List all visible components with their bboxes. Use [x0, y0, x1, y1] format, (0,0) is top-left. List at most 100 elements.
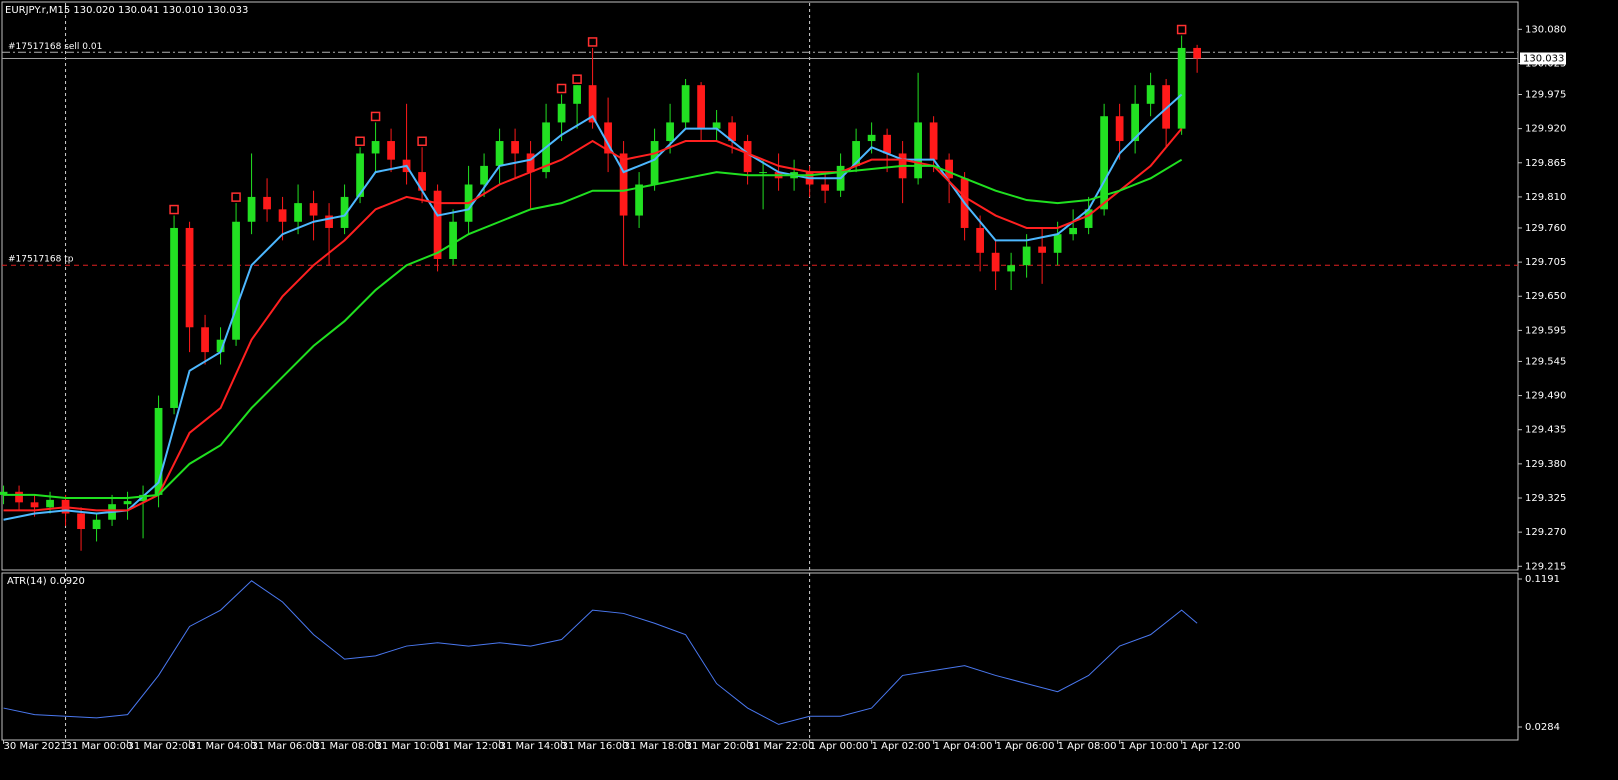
x-tick-label: 1 Apr 04:00	[934, 741, 993, 752]
candle-body	[46, 499, 54, 508]
y-tick-label: 129.975	[1525, 89, 1566, 100]
x-tick-label: 1 Apr 08:00	[1058, 741, 1117, 752]
candle-body	[1162, 85, 1171, 129]
candle-body	[1115, 116, 1124, 142]
candle-body	[635, 184, 643, 216]
x-tick-label: 31 Mar 08:00	[314, 741, 381, 752]
y-tick-label: 129.545	[1525, 356, 1566, 367]
candle-body	[263, 196, 271, 210]
x-tick-label: 31 Mar 00:00	[66, 741, 133, 752]
candle-body	[588, 85, 597, 123]
candle-body	[185, 227, 194, 328]
y-tick-label: 129.435	[1525, 425, 1566, 436]
y-tick-label: 129.705	[1525, 257, 1566, 268]
candle-body	[511, 141, 519, 154]
candle-body	[914, 122, 922, 179]
signal-marker	[572, 74, 582, 84]
order-level-label: #17517168 tp	[8, 255, 74, 265]
x-tick-label: 31 Mar 16:00	[562, 741, 629, 752]
candle-body	[1053, 234, 1062, 253]
signal-marker	[556, 83, 567, 94]
moving-average	[3, 158, 1183, 499]
y-tick-label: 129.650	[1525, 291, 1566, 302]
x-tick-label: 1 Apr 12:00	[1182, 741, 1241, 752]
y-tick-label: 129.490	[1525, 391, 1566, 402]
atr-line	[3, 580, 1198, 725]
candle-body	[743, 141, 752, 173]
main-pane-frame	[1, 1, 1519, 571]
candle-body	[526, 153, 535, 173]
candle-body	[418, 172, 426, 191]
candle-body	[867, 134, 876, 142]
x-tick-label: 31 Mar 22:00	[748, 741, 815, 752]
atr-pane-frame	[1, 572, 1519, 741]
candle-body	[1131, 103, 1139, 142]
candle-body	[0, 491, 8, 495]
signal-marker	[370, 111, 381, 122]
x-tick-label: 1 Apr 00:00	[810, 741, 869, 752]
candle-body	[1022, 246, 1031, 266]
candle-body	[139, 494, 147, 502]
y-tick-label: 0.1191	[1525, 574, 1560, 585]
y-tick-label: 129.865	[1525, 158, 1566, 169]
candle-body	[681, 85, 690, 123]
x-tick-label: 1 Apr 06:00	[996, 741, 1055, 752]
candle-body	[666, 122, 674, 142]
signal-marker	[231, 192, 241, 202]
candle-body	[480, 165, 488, 185]
candle-body	[573, 85, 581, 104]
candle-body	[728, 122, 736, 142]
x-tick-label: 31 Mar 14:00	[500, 741, 567, 752]
candle-body	[821, 184, 829, 191]
candle-body	[232, 221, 240, 340]
signal-marker	[417, 136, 427, 147]
signal-marker	[1176, 24, 1187, 35]
x-tick-label: 31 Mar 04:00	[190, 741, 257, 752]
x-tick-label: 31 Mar 18:00	[624, 741, 691, 752]
candle-body	[1007, 265, 1015, 272]
candle-body	[495, 141, 504, 166]
y-tick-label: 129.920	[1525, 124, 1566, 135]
y-tick-label: 129.810	[1525, 192, 1566, 203]
candle-body	[712, 122, 721, 129]
y-tick-label: 129.595	[1525, 325, 1566, 336]
candle-body	[976, 227, 984, 253]
x-tick-label: 31 Mar 06:00	[252, 741, 319, 752]
x-tick-label: 31 Mar 12:00	[438, 741, 505, 752]
candle-body	[216, 339, 225, 353]
candle-body	[325, 215, 333, 228]
y-tick-label: 129.270	[1525, 527, 1566, 538]
candle-body	[1146, 85, 1155, 104]
candle-body	[883, 134, 891, 154]
y-tick-label: 129.325	[1525, 493, 1566, 504]
moving-average	[3, 127, 1183, 512]
candle-body	[123, 501, 132, 505]
signal-marker	[587, 37, 598, 47]
candle-body	[371, 141, 380, 154]
candle-body	[15, 491, 23, 503]
candle-body	[247, 196, 256, 222]
candle-body	[387, 141, 395, 160]
candle-body	[170, 227, 178, 408]
y-tick-label: 0.0284	[1525, 722, 1560, 733]
candle-body	[945, 159, 953, 179]
candle-body	[294, 203, 302, 222]
bid-tag	[1520, 52, 1566, 65]
x-tick-label: 31 Mar 02:00	[128, 741, 195, 752]
candle-body	[201, 327, 209, 353]
candle-body	[1084, 209, 1093, 228]
candle-body	[92, 519, 101, 530]
candle-body	[278, 209, 287, 222]
chart-header: EURJPY.r,M15 130.020 130.041 130.010 130…	[5, 5, 248, 16]
x-tick-label: 30 Mar 2021	[4, 741, 67, 752]
y-tick-label: 129.760	[1525, 223, 1566, 234]
candle-body	[697, 85, 705, 129]
signal-marker	[169, 204, 179, 215]
x-tick-label: 31 Mar 20:00	[686, 741, 753, 752]
x-tick-label: 1 Apr 10:00	[1120, 741, 1179, 752]
candle-body	[30, 502, 39, 508]
candle-body	[154, 407, 163, 495]
